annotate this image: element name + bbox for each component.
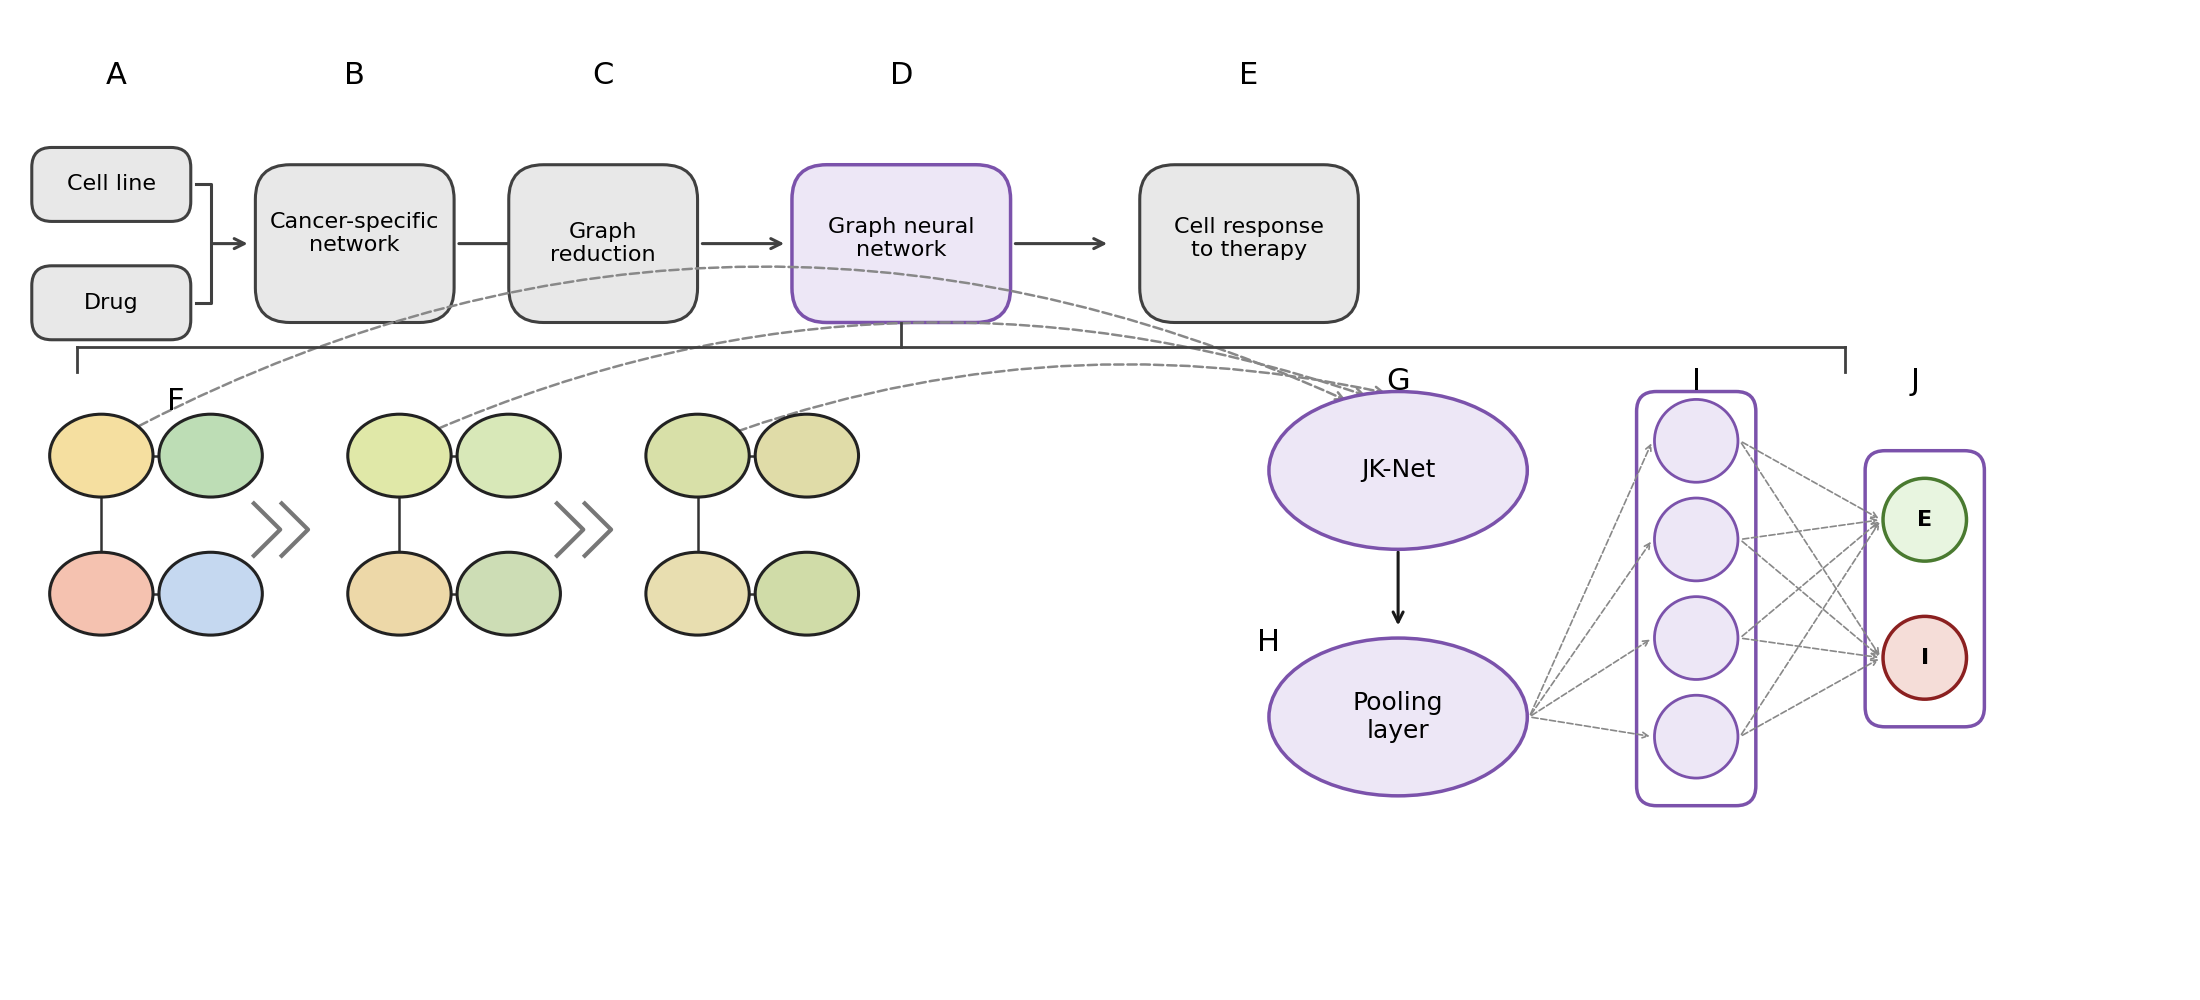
Ellipse shape xyxy=(1654,498,1738,581)
Text: C: C xyxy=(592,61,614,90)
Text: Cell response
to therapy: Cell response to therapy xyxy=(1175,217,1324,260)
Ellipse shape xyxy=(1883,478,1967,561)
Ellipse shape xyxy=(458,552,561,635)
Ellipse shape xyxy=(647,552,750,635)
FancyBboxPatch shape xyxy=(508,165,697,322)
Text: F: F xyxy=(167,387,185,416)
FancyBboxPatch shape xyxy=(255,165,453,322)
Text: H: H xyxy=(1258,628,1280,657)
Text: B: B xyxy=(343,61,365,90)
Text: JK-Net: JK-Net xyxy=(1362,458,1434,482)
FancyBboxPatch shape xyxy=(1637,392,1756,806)
Ellipse shape xyxy=(647,414,750,497)
Ellipse shape xyxy=(1654,695,1738,778)
Ellipse shape xyxy=(158,414,262,497)
Ellipse shape xyxy=(348,552,451,635)
Ellipse shape xyxy=(1269,638,1527,796)
Text: E: E xyxy=(1239,61,1258,90)
FancyBboxPatch shape xyxy=(1140,165,1357,322)
Text: I: I xyxy=(1921,648,1929,668)
Text: G: G xyxy=(1386,367,1410,396)
Text: J: J xyxy=(1910,367,1918,396)
Ellipse shape xyxy=(1269,392,1527,549)
Text: Pooling
layer: Pooling layer xyxy=(1353,691,1443,743)
Ellipse shape xyxy=(755,552,858,635)
Text: D: D xyxy=(889,61,913,90)
Text: Cancer-specific
network: Cancer-specific network xyxy=(271,212,440,255)
Text: E: E xyxy=(1916,510,1932,530)
FancyBboxPatch shape xyxy=(1866,451,1984,727)
FancyBboxPatch shape xyxy=(31,147,191,221)
Ellipse shape xyxy=(755,414,858,497)
Ellipse shape xyxy=(1883,616,1967,699)
Text: Graph neural
network: Graph neural network xyxy=(827,217,975,260)
Ellipse shape xyxy=(1654,399,1738,482)
Ellipse shape xyxy=(348,414,451,497)
Text: Cell line: Cell line xyxy=(66,174,156,194)
Text: Drug: Drug xyxy=(84,293,139,313)
Ellipse shape xyxy=(1654,597,1738,679)
Ellipse shape xyxy=(51,414,154,497)
FancyBboxPatch shape xyxy=(792,165,1010,322)
Ellipse shape xyxy=(458,414,561,497)
Text: Graph
reduction: Graph reduction xyxy=(550,222,656,265)
FancyBboxPatch shape xyxy=(31,266,191,340)
Text: I: I xyxy=(1692,367,1701,396)
Ellipse shape xyxy=(51,552,154,635)
Ellipse shape xyxy=(158,552,262,635)
Text: A: A xyxy=(106,61,128,90)
